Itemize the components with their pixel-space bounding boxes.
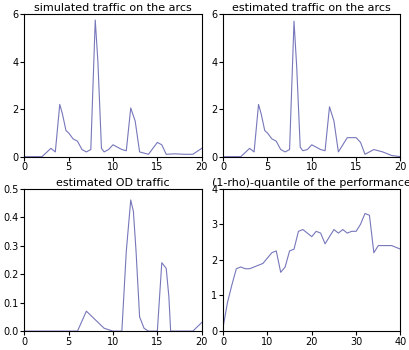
Title: (1-rho)-quantile of the performance: (1-rho)-quantile of the performance <box>212 178 409 188</box>
Title: estimated traffic on the arcs: estimated traffic on the arcs <box>232 4 390 13</box>
Title: simulated traffic on the arcs: simulated traffic on the arcs <box>34 4 191 13</box>
Title: estimated OD traffic: estimated OD traffic <box>56 178 169 188</box>
